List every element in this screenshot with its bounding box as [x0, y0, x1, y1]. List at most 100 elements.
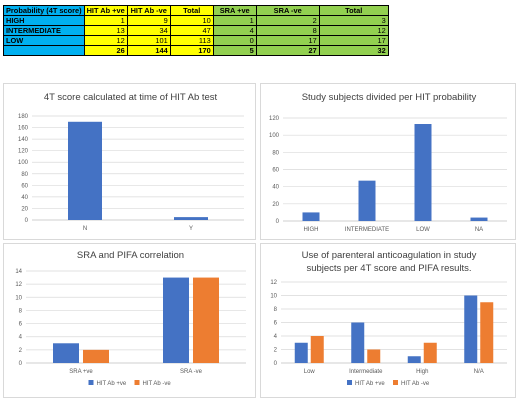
table-cell: 3: [318, 15, 389, 26]
table-cell: 4: [212, 25, 257, 36]
x-tick-label: SRA -ve: [180, 369, 203, 375]
y-tick-label: 80: [21, 172, 28, 178]
table-cell: 113: [169, 35, 214, 46]
table-cell: 1: [83, 15, 128, 26]
y-tick-label: 40: [272, 185, 279, 191]
y-tick-label: 180: [18, 114, 29, 120]
x-tick-label: Low: [304, 369, 316, 375]
chart-hit-probability: Study subjects divided per HIT probabili…: [269, 92, 507, 233]
header-sra-pos: SRA +ve: [212, 5, 257, 16]
table-cell: 17: [318, 35, 389, 46]
legend-label: HIT Ab +ve: [355, 381, 385, 387]
summary-table: Probability (4T score) HIT Ab +ve HIT Ab…: [3, 5, 389, 56]
y-tick-label: 10: [270, 294, 277, 300]
bar: [53, 343, 79, 363]
header-probability: Probability (4T score): [3, 5, 85, 16]
bar: [407, 356, 421, 363]
chart-title: Study subjects divided per HIT probabili…: [302, 92, 477, 103]
y-tick-label: 60: [272, 168, 279, 174]
table-cell: 101: [126, 35, 171, 46]
table-row: HIGH 1 9 10 1 2 3: [3, 15, 389, 26]
x-tick-label: High: [416, 369, 428, 375]
x-tick-label: NA: [475, 227, 483, 233]
y-tick-label: 20: [21, 206, 28, 212]
table-cell: 34: [126, 25, 171, 36]
chart-title: SRA and PIFA correlation: [77, 250, 184, 261]
header-total-1: Total: [169, 5, 214, 16]
y-tick-label: 6: [19, 322, 23, 328]
y-tick-label: 14: [15, 269, 22, 275]
chart-title: 4T score calculated at time of HIT Ab te…: [44, 92, 218, 103]
table-cell: 12: [318, 25, 389, 36]
legend-label: HIT Ab +ve: [97, 381, 127, 387]
chart-panel-sra-pifa: SRA and PIFA correlation 0 2 4 6 8 10 12 14 SRA +…: [3, 243, 256, 398]
y-tick-label: 0: [25, 218, 29, 224]
y-tick-label: 160: [18, 126, 29, 132]
y-tick-label: 2: [274, 348, 278, 354]
table-row: LOW 12 101 113 0 17 17: [3, 35, 389, 46]
y-tick-label: 2: [19, 348, 23, 354]
bar: [174, 217, 208, 220]
table-total-row: 26 144 170 5 27 32: [3, 45, 389, 56]
bar: [163, 277, 189, 363]
table-cell: 13: [83, 25, 128, 36]
legend-label: HIT Ab -ve: [143, 381, 172, 387]
y-tick-label: 80: [272, 150, 279, 156]
table-cell: 26: [83, 45, 128, 56]
y-tick-label: 0: [19, 361, 23, 367]
row-label: LOW: [3, 35, 85, 46]
bar: [367, 349, 381, 363]
header-hit-ab-neg: HIT Ab -ve: [126, 5, 171, 16]
table-cell: 10: [169, 15, 214, 26]
bar: [414, 124, 432, 221]
legend-label: HIT Ab -ve: [401, 381, 430, 387]
x-tick-label: Intermediate: [349, 369, 383, 375]
legend-swatch: [393, 380, 398, 385]
bar: [68, 121, 102, 220]
legend-swatch: [347, 380, 352, 385]
bar: [83, 349, 109, 363]
header-hit-ab-pos: HIT Ab +ve: [83, 5, 128, 16]
bar: [302, 212, 320, 221]
row-label: HIGH: [3, 15, 85, 26]
chart-anticoagulation: Use of parenteral anticoagulation in stu…: [270, 250, 507, 387]
header-total-2: Total: [318, 5, 389, 16]
bar: [470, 217, 488, 221]
y-tick-label: 6: [274, 321, 278, 327]
table-cell: 2: [255, 15, 320, 26]
bar: [480, 302, 494, 363]
chart-4t-score: 4T score calculated at time of HIT Ab te…: [18, 92, 244, 232]
table-header-row: Probability (4T score) HIT Ab +ve HIT Ab…: [3, 5, 389, 16]
table-cell: 144: [126, 45, 171, 56]
table-cell: 5: [212, 45, 257, 56]
y-tick-label: 0: [274, 361, 278, 367]
y-tick-label: 10: [15, 295, 22, 301]
y-tick-label: 100: [269, 133, 280, 139]
y-tick-label: 0: [276, 219, 280, 225]
y-tick-label: 8: [19, 308, 23, 314]
chart-panel-anticoagulation: Use of parenteral anticoagulation in stu…: [260, 243, 516, 398]
chart-title: subjects per 4T score and PIFA results.: [306, 263, 471, 274]
table-cell: 47: [169, 25, 214, 36]
chart-title: Use of parenteral anticoagulation in stu…: [302, 250, 477, 261]
table-cell: 27: [255, 45, 320, 56]
y-tick-label: 4: [19, 335, 23, 341]
x-tick-label: Y: [189, 226, 193, 232]
x-tick-label: HIGH: [304, 227, 319, 233]
table-cell: 1: [212, 15, 257, 26]
table-cell: 32: [318, 45, 389, 56]
y-tick-label: 8: [274, 307, 278, 313]
x-tick-label: SRA +ve: [69, 369, 93, 375]
y-tick-label: 12: [270, 280, 277, 286]
y-tick-label: 100: [18, 160, 29, 166]
bar: [294, 342, 308, 363]
bar: [423, 342, 437, 363]
table-cell: 17: [255, 35, 320, 46]
table-cell: 8: [255, 25, 320, 36]
chart-panel-4t-score: 4T score calculated at time of HIT Ab te…: [3, 83, 256, 240]
header-sra-neg: SRA -ve: [255, 5, 320, 16]
row-label: INTERMEDIATE: [3, 25, 85, 36]
chart-panel-hit-probability: Study subjects divided per HIT probabili…: [260, 83, 516, 240]
x-tick-label: INTERMEDIATE: [345, 227, 389, 233]
table-cell: 9: [126, 15, 171, 26]
